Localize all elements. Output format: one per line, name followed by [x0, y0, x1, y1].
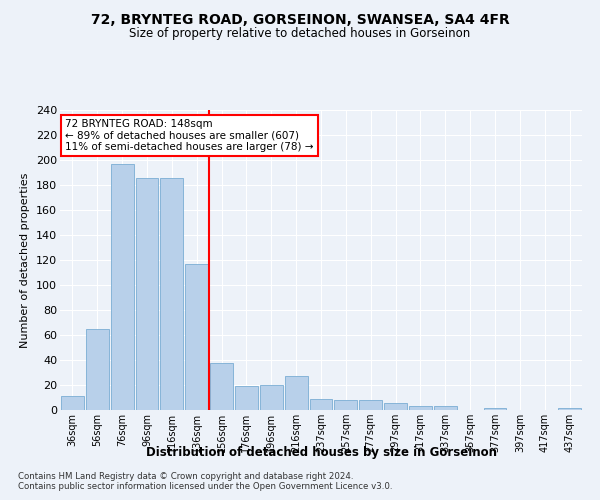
Bar	[136, 178, 158, 410]
Text: 72, BRYNTEG ROAD, GORSEINON, SWANSEA, SA4 4FR: 72, BRYNTEG ROAD, GORSEINON, SWANSEA, SA…	[91, 12, 509, 26]
Bar	[61, 396, 84, 410]
Bar	[434, 406, 457, 410]
Y-axis label: Number of detached properties: Number of detached properties	[20, 172, 31, 348]
Text: Distribution of detached houses by size in Gorseinon: Distribution of detached houses by size …	[146, 446, 497, 459]
Text: Contains public sector information licensed under the Open Government Licence v3: Contains public sector information licen…	[18, 482, 392, 491]
Bar	[384, 402, 407, 410]
Bar	[185, 264, 208, 410]
Bar	[285, 376, 308, 410]
Text: Contains HM Land Registry data © Crown copyright and database right 2024.: Contains HM Land Registry data © Crown c…	[18, 472, 353, 481]
Bar	[210, 362, 233, 410]
Bar	[409, 406, 432, 410]
Bar	[484, 408, 506, 410]
Bar	[111, 164, 134, 410]
Bar	[260, 385, 283, 410]
Bar	[558, 408, 581, 410]
Bar	[160, 178, 183, 410]
Text: Size of property relative to detached houses in Gorseinon: Size of property relative to detached ho…	[130, 28, 470, 40]
Bar	[235, 386, 258, 410]
Bar	[310, 399, 332, 410]
Bar	[359, 400, 382, 410]
Text: 72 BRYNTEG ROAD: 148sqm
← 89% of detached houses are smaller (607)
11% of semi-d: 72 BRYNTEG ROAD: 148sqm ← 89% of detache…	[65, 119, 314, 152]
Bar	[334, 400, 357, 410]
Bar	[86, 329, 109, 410]
